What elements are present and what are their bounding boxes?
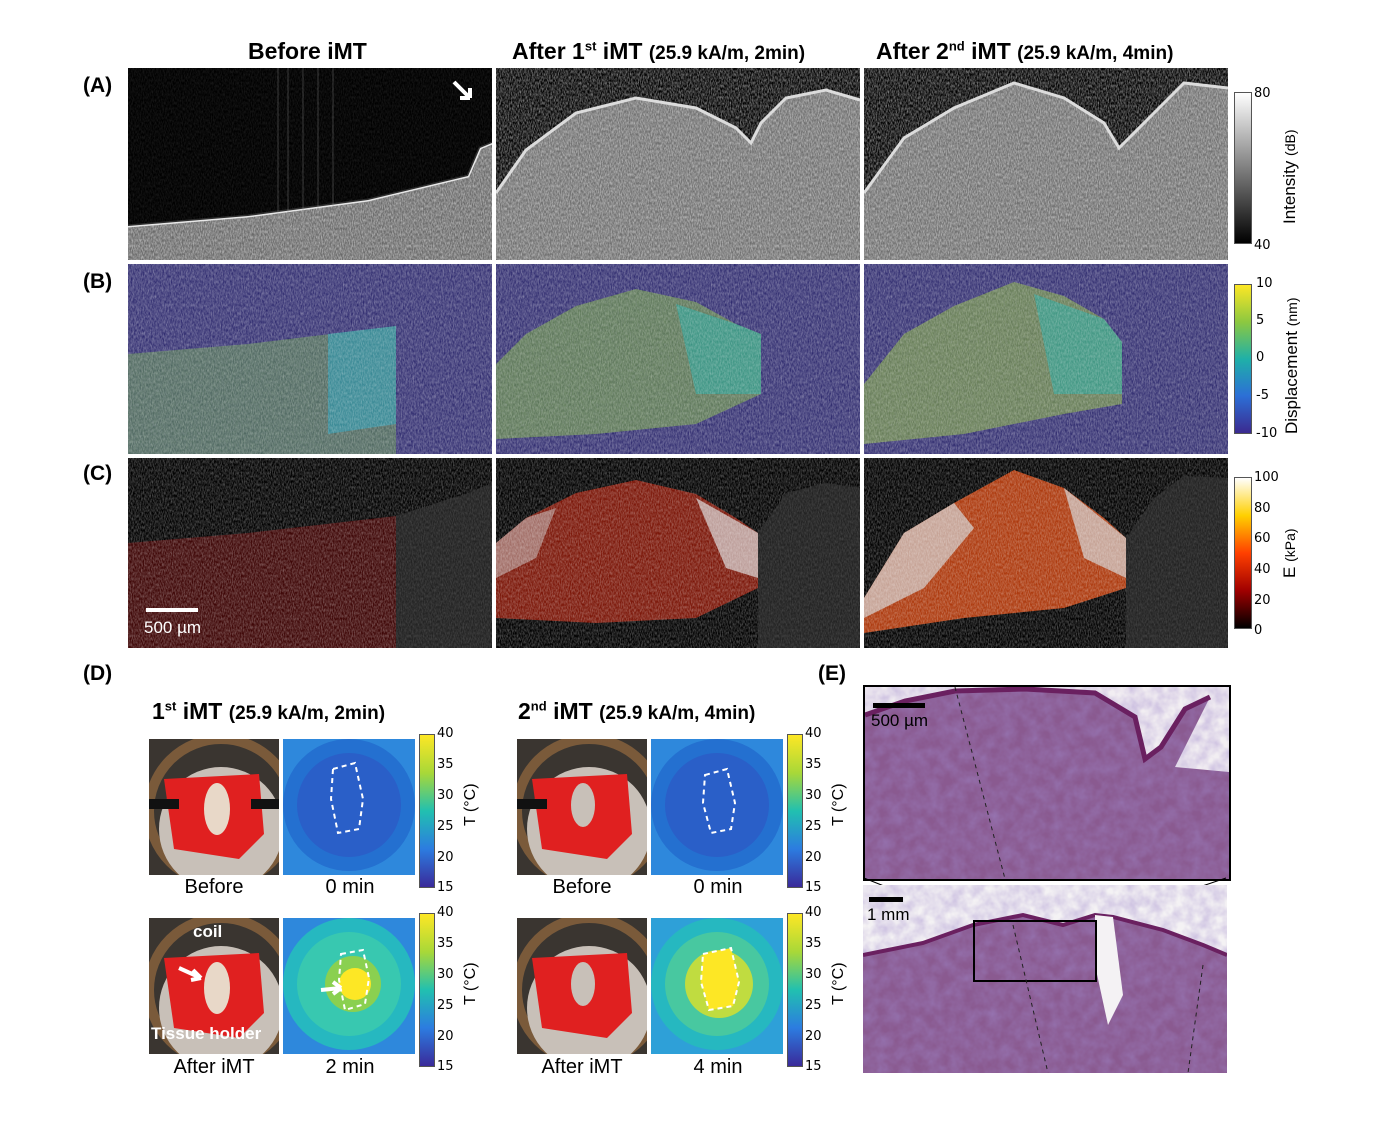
temp-colorbar-4 (787, 913, 803, 1067)
photo-first-before (149, 739, 279, 875)
column-header-after-second: After 2nd iMT (25.9 kA/m, 4min) (876, 38, 1174, 64)
tissue-holder-annotation: Tissue holder (151, 1024, 262, 1043)
histology-full-panel: 1 mm (863, 885, 1227, 1073)
modulus-tick-40: 40 (1254, 562, 1271, 577)
temp3-tick-20: 20 (805, 850, 822, 865)
panel-d-second-header: 2nd iMT (25.9 kA/m, 4min) (518, 698, 756, 724)
temp2-tick-20: 20 (437, 1029, 454, 1044)
temp-colorbar-2 (419, 913, 435, 1067)
displacement-panel-b-before (128, 264, 492, 454)
displacement-tick-neg10: -10 (1256, 426, 1278, 441)
temp1-axis-label: T (°C) (462, 783, 479, 826)
intensity-colorbar (1234, 92, 1252, 244)
temp2-tick-40: 40 (437, 905, 454, 920)
intensity-axis-label: Intensity (dB) (1280, 129, 1299, 225)
thermal-first-before (283, 739, 415, 875)
temp1-tick-30: 30 (437, 788, 454, 803)
displacement-tick-10: 10 (1256, 276, 1273, 291)
photo-first-after: coil Tissue holder (149, 918, 279, 1054)
histo-zoom-scale-bar (873, 703, 925, 708)
modulus-tick-20: 20 (1254, 593, 1271, 608)
temp2-tick-30: 30 (437, 967, 454, 982)
oct-scale-bar (146, 608, 198, 612)
modulus-colorbar (1234, 477, 1252, 629)
modulus-axis-label: E (kPa) (1280, 528, 1299, 578)
histo-full-scale-label: 1 mm (867, 905, 910, 924)
caption-first-zero-min: 0 min (325, 876, 375, 898)
photo-second-after (517, 918, 647, 1054)
modulus-tick-60: 60 (1254, 531, 1271, 546)
column-header-after-first: After 1st iMT (25.9 kA/m, 2min) (512, 38, 806, 64)
panel-d-first-header: 1st iMT (25.9 kA/m, 2min) (152, 698, 386, 724)
temp1-tick-20: 20 (437, 850, 454, 865)
temp4-tick-30: 30 (805, 967, 822, 982)
thermal-second-after (651, 918, 783, 1054)
histo-full-scale-bar (869, 897, 903, 902)
caption-second-before: Before (552, 876, 612, 898)
temp3-tick-30: 30 (805, 788, 822, 803)
temp2-tick-35: 35 (437, 936, 454, 951)
row-label-b: (B) (83, 270, 113, 293)
temp-colorbar-1 (419, 734, 435, 888)
temp1-tick-35: 35 (437, 757, 454, 772)
temp1-tick-40: 40 (437, 726, 454, 741)
row-label-e: (E) (818, 662, 846, 685)
temp3-axis-label: T (°C) (830, 783, 847, 826)
oct-panel-a-after2 (864, 68, 1228, 260)
intensity-max-tick: 80 (1254, 86, 1271, 101)
temp3-tick-25: 25 (805, 819, 822, 834)
temp2-axis-label: T (°C) (462, 962, 479, 1005)
row-label-a: (A) (83, 74, 113, 97)
temp4-axis-label: T (°C) (830, 962, 847, 1005)
elasticity-panel-c-after2 (864, 458, 1228, 648)
oct-scale-label: 500 µm (144, 618, 202, 637)
caption-second-zero-min: 0 min (693, 876, 743, 898)
displacement-axis-label: Displacement (nm) (1282, 297, 1301, 434)
coil-annotation: coil (193, 922, 223, 941)
temp3-tick-35: 35 (805, 757, 822, 772)
oct-panel-a-before (128, 68, 492, 260)
temp3-tick-40: 40 (805, 726, 822, 741)
thermal-first-after (283, 918, 415, 1054)
displacement-tick-neg5: -5 (1256, 388, 1269, 403)
modulus-tick-100: 100 (1254, 470, 1279, 485)
caption-second-four-min: 4 min (693, 1056, 743, 1078)
temp4-tick-20: 20 (805, 1029, 822, 1044)
caption-second-after: After iMT (541, 1056, 623, 1078)
histo-zoom-scale-label: 500 µm (871, 711, 929, 730)
row-label-d: (D) (83, 662, 113, 685)
oct-panel-a-after1 (496, 68, 860, 260)
displacement-panel-b-after2 (864, 264, 1228, 454)
temp2-tick-15: 15 (437, 1059, 454, 1074)
displacement-tick-0: 0 (1256, 350, 1265, 365)
histology-zoom-panel: 500 µm (863, 685, 1231, 881)
displacement-panel-b-after1 (496, 264, 860, 454)
displacement-tick-5: 5 (1256, 313, 1265, 328)
temp1-tick-25: 25 (437, 819, 454, 834)
row-label-c: (C) (83, 462, 113, 485)
photo-second-before (517, 739, 647, 875)
temp4-tick-35: 35 (805, 936, 822, 951)
column-header-before: Before iMT (248, 38, 367, 64)
modulus-tick-0: 0 (1254, 623, 1263, 638)
modulus-tick-80: 80 (1254, 501, 1271, 516)
temp4-tick-40: 40 (805, 905, 822, 920)
elasticity-panel-c-after1 (496, 458, 860, 648)
temp4-tick-25: 25 (805, 998, 822, 1013)
displacement-colorbar (1234, 284, 1252, 434)
intensity-min-tick: 40 (1254, 238, 1271, 253)
temp1-tick-15: 15 (437, 880, 454, 895)
caption-first-after: After iMT (173, 1056, 255, 1078)
thermal-second-before (651, 739, 783, 875)
caption-first-two-min: 2 min (325, 1056, 375, 1078)
elasticity-panel-c-before: 500 µm (128, 458, 492, 648)
temp-colorbar-3 (787, 734, 803, 888)
caption-first-before: Before (184, 876, 244, 898)
arrow-icon (452, 80, 472, 100)
temp4-tick-15: 15 (805, 1059, 822, 1074)
temp3-tick-15: 15 (805, 880, 822, 895)
temp2-tick-25: 25 (437, 998, 454, 1013)
